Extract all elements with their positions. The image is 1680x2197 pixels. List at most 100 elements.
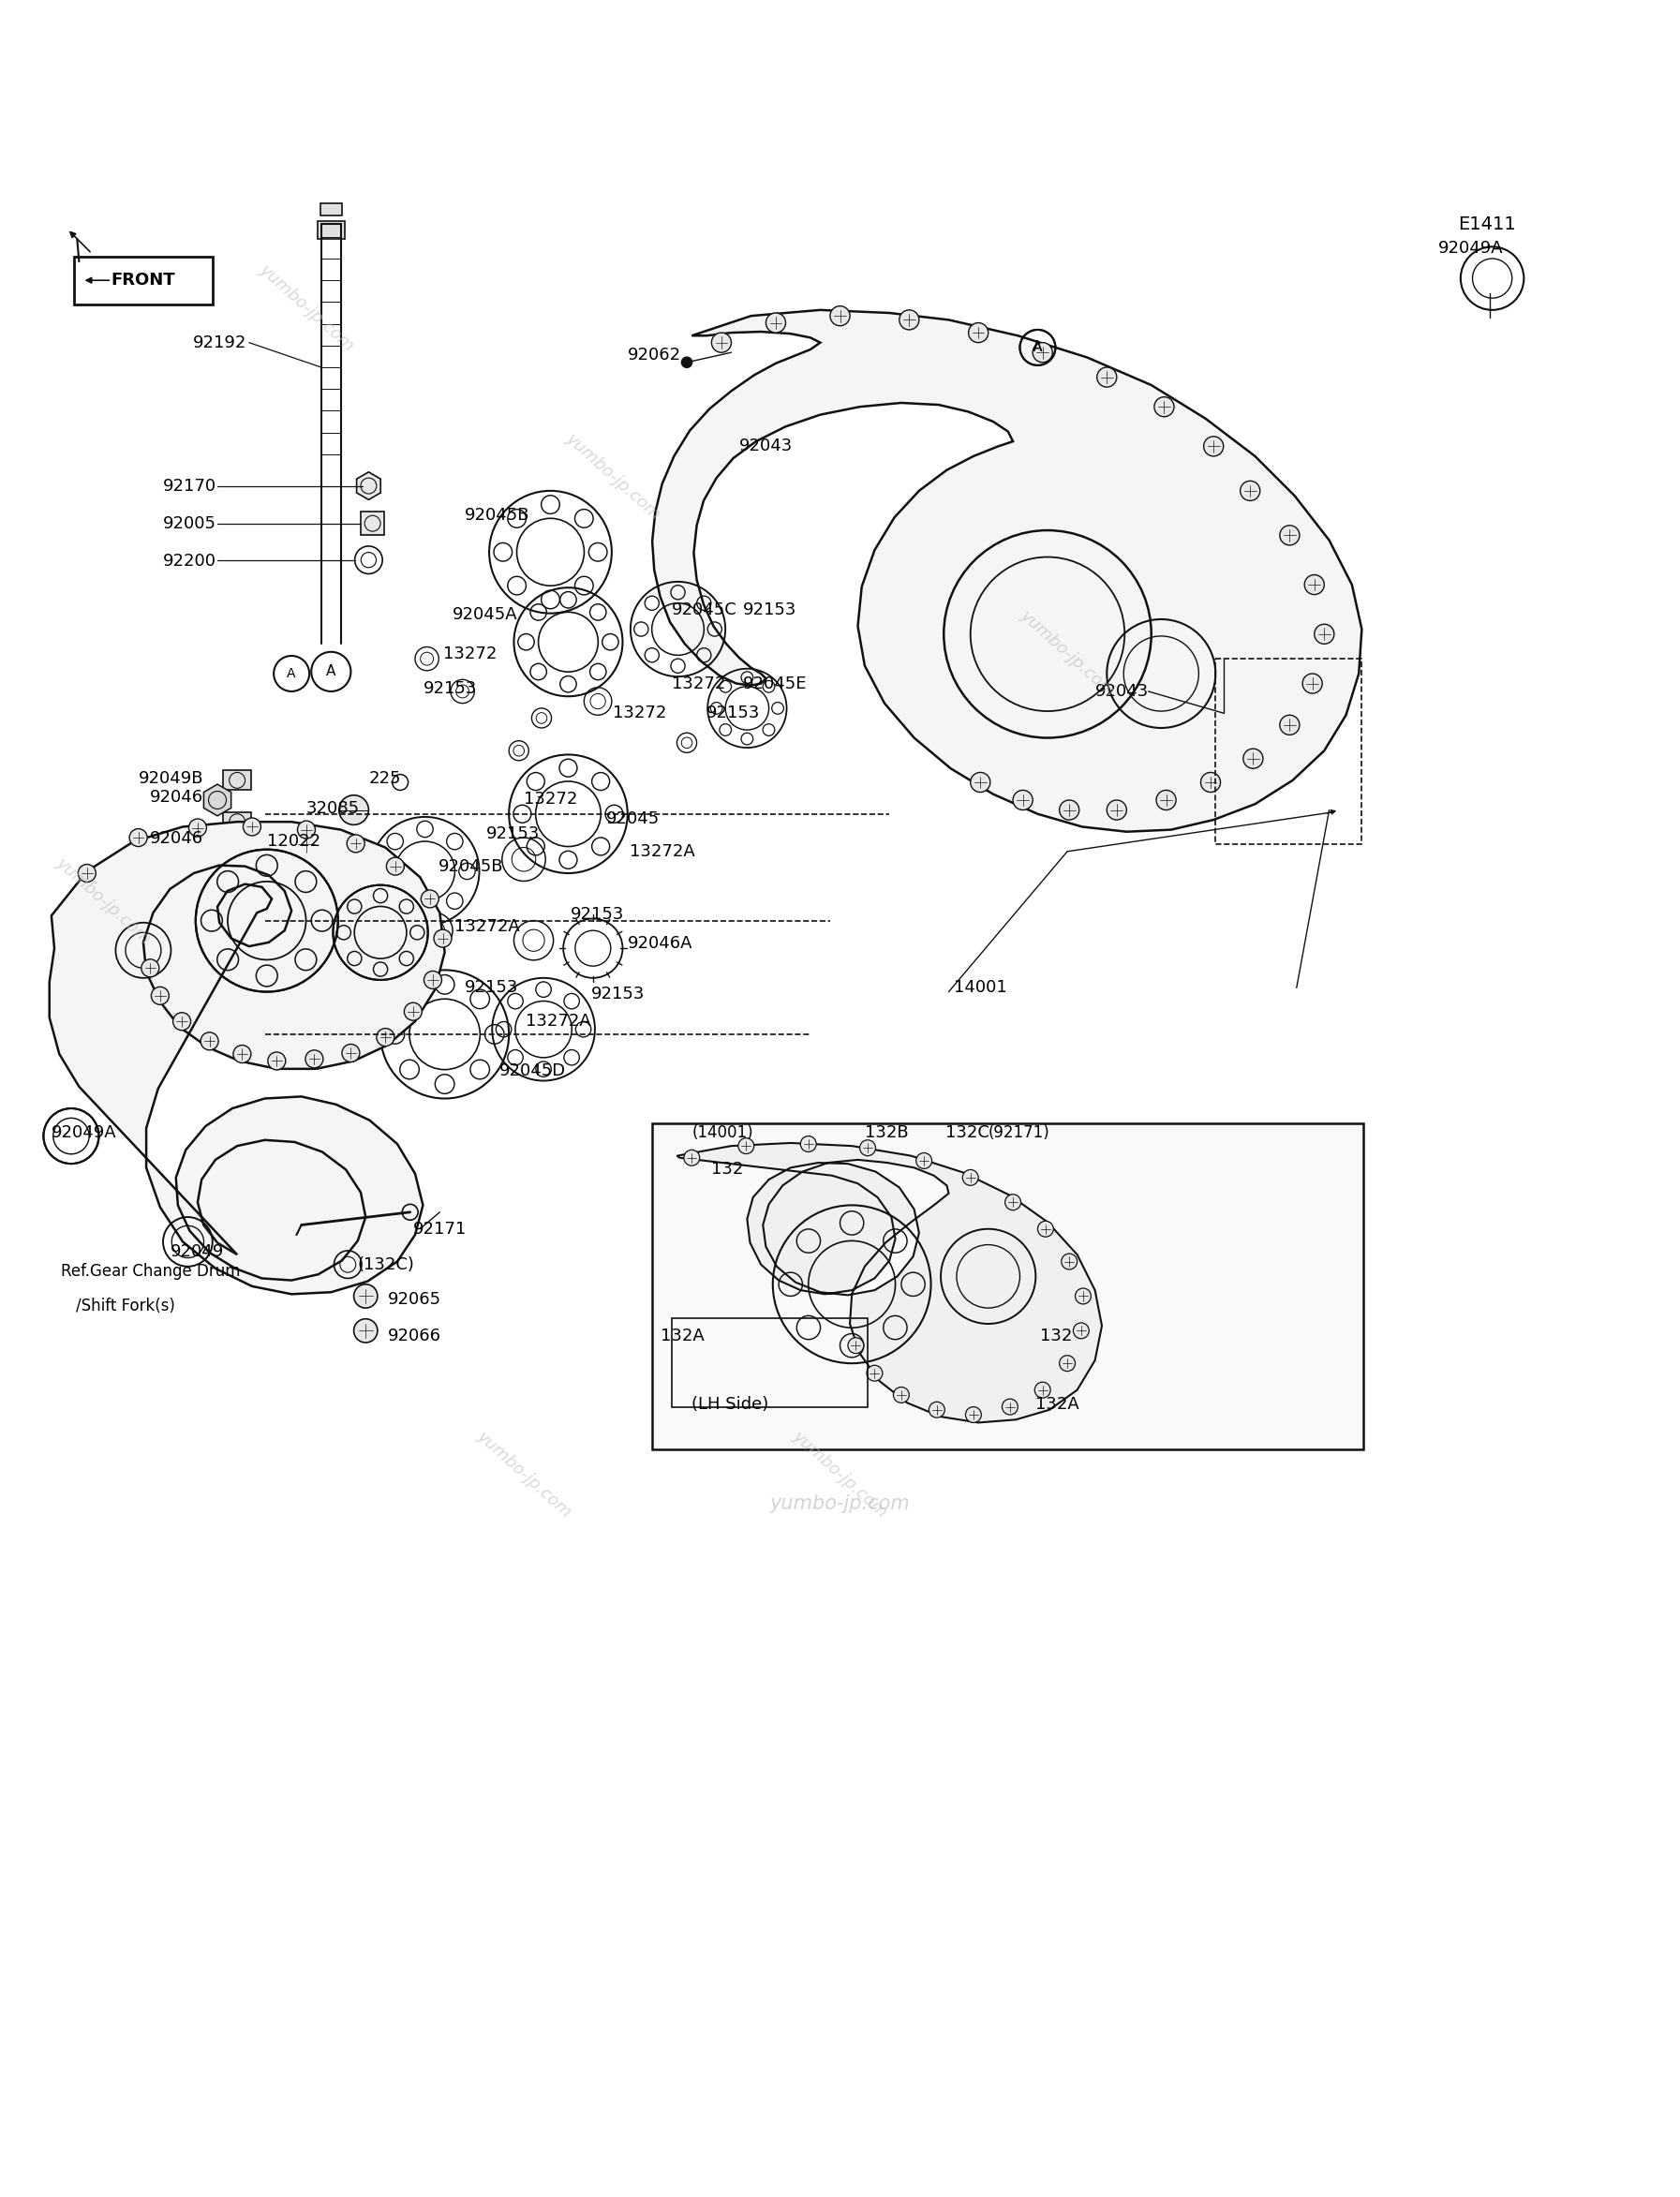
Circle shape	[963, 1169, 978, 1186]
Polygon shape	[49, 822, 445, 1294]
Circle shape	[354, 1318, 378, 1342]
Text: (92171): (92171)	[988, 1125, 1050, 1142]
Text: 12022: 12022	[267, 833, 321, 850]
Circle shape	[1280, 714, 1300, 734]
Circle shape	[1035, 1382, 1050, 1397]
Circle shape	[1302, 674, 1322, 694]
Text: 92046: 92046	[150, 830, 203, 848]
Circle shape	[712, 332, 731, 352]
Circle shape	[346, 835, 365, 852]
Circle shape	[800, 1136, 816, 1151]
Text: 92045D: 92045D	[499, 1063, 566, 1079]
Text: 92049B: 92049B	[138, 769, 203, 787]
Text: yumbo-jp.com: yumbo-jp.com	[769, 1494, 911, 1514]
Circle shape	[1304, 576, 1324, 595]
Circle shape	[1038, 1222, 1053, 1237]
Polygon shape	[203, 784, 232, 815]
Text: 13272A: 13272A	[630, 844, 696, 859]
Text: 132A: 132A	[660, 1327, 704, 1345]
Circle shape	[1074, 1323, 1089, 1338]
Circle shape	[244, 817, 260, 835]
Circle shape	[200, 1033, 218, 1050]
Circle shape	[405, 1002, 422, 1019]
Text: A: A	[326, 666, 336, 679]
Text: yumbo-jp.com: yumbo-jp.com	[1016, 606, 1117, 701]
Text: 132C: 132C	[946, 1125, 990, 1142]
Text: A: A	[287, 668, 296, 681]
Circle shape	[77, 863, 96, 883]
Bar	[361, 512, 385, 536]
Text: FRONT: FRONT	[111, 272, 175, 288]
Circle shape	[234, 1046, 250, 1063]
Bar	[672, 1318, 867, 1406]
Text: 132: 132	[712, 1162, 744, 1178]
Bar	[652, 1123, 1364, 1450]
Text: 92049A: 92049A	[52, 1125, 116, 1142]
Circle shape	[971, 773, 990, 793]
Bar	[223, 771, 250, 791]
Circle shape	[354, 1285, 378, 1307]
Text: 92170: 92170	[163, 477, 217, 494]
Circle shape	[267, 1052, 286, 1070]
Circle shape	[423, 971, 442, 989]
Circle shape	[1201, 773, 1220, 793]
Text: 92045B: 92045B	[464, 508, 529, 523]
Text: 92005: 92005	[163, 514, 217, 532]
Text: 13272: 13272	[672, 674, 726, 692]
Circle shape	[422, 890, 438, 907]
Text: 92171: 92171	[413, 1222, 467, 1237]
Circle shape	[188, 819, 207, 837]
Circle shape	[141, 960, 160, 978]
Circle shape	[1280, 525, 1300, 545]
Circle shape	[1203, 437, 1223, 457]
Bar	[1216, 659, 1362, 844]
Circle shape	[151, 986, 170, 1004]
Text: 92045B: 92045B	[438, 857, 504, 874]
Circle shape	[343, 1044, 360, 1061]
Text: 13272: 13272	[524, 791, 578, 808]
Text: 92153: 92153	[743, 602, 796, 620]
Circle shape	[433, 929, 452, 947]
Circle shape	[339, 795, 368, 824]
Circle shape	[966, 1406, 981, 1424]
Text: 13272: 13272	[613, 705, 667, 721]
Text: 92045C: 92045C	[672, 602, 738, 620]
Text: 92049A: 92049A	[1438, 239, 1504, 257]
Text: Ref.Gear Change Drum: Ref.Gear Change Drum	[60, 1263, 240, 1281]
Polygon shape	[677, 1142, 1102, 1424]
Circle shape	[916, 1153, 932, 1169]
Text: yumbo-jp.com: yumbo-jp.com	[790, 1428, 890, 1520]
Circle shape	[894, 1386, 909, 1404]
Circle shape	[1314, 624, 1334, 644]
Circle shape	[929, 1402, 944, 1417]
Circle shape	[386, 857, 405, 874]
Circle shape	[1107, 800, 1127, 819]
Circle shape	[1060, 800, 1079, 819]
Text: 92062: 92062	[628, 347, 680, 365]
Text: 92153: 92153	[707, 705, 761, 721]
Circle shape	[1243, 749, 1263, 769]
Text: 92066: 92066	[388, 1327, 440, 1345]
Circle shape	[867, 1364, 882, 1382]
Text: 132A: 132A	[1035, 1397, 1080, 1413]
Circle shape	[292, 830, 321, 859]
Text: 92153: 92153	[486, 826, 539, 841]
Text: A: A	[1033, 341, 1042, 354]
Circle shape	[738, 1138, 754, 1153]
Text: 13272A: 13272A	[455, 918, 519, 936]
Circle shape	[766, 312, 786, 332]
Text: 225: 225	[368, 769, 402, 787]
Circle shape	[1005, 1195, 1021, 1211]
Circle shape	[1013, 791, 1033, 811]
Circle shape	[684, 1149, 699, 1167]
Text: (LH Side): (LH Side)	[692, 1397, 769, 1413]
Circle shape	[1033, 343, 1052, 363]
Text: yumbo-jp.com: yumbo-jp.com	[54, 855, 155, 947]
Bar	[321, 204, 343, 215]
Polygon shape	[652, 310, 1362, 833]
Text: 92045: 92045	[606, 811, 660, 828]
Circle shape	[173, 1013, 192, 1030]
Text: 13272A: 13272A	[526, 1013, 591, 1030]
Text: (132C): (132C)	[358, 1257, 415, 1272]
Text: yumbo-jp.com: yumbo-jp.com	[563, 428, 664, 523]
